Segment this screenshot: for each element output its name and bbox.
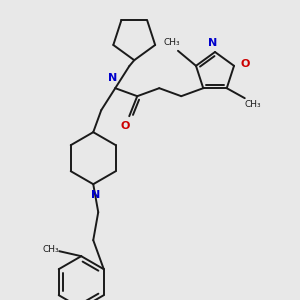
Text: N: N bbox=[208, 38, 217, 48]
Text: N: N bbox=[91, 190, 100, 200]
Text: O: O bbox=[240, 59, 250, 69]
Text: CH₃: CH₃ bbox=[43, 245, 60, 254]
Text: CH₃: CH₃ bbox=[244, 100, 261, 109]
Text: CH₃: CH₃ bbox=[164, 38, 180, 47]
Text: N: N bbox=[108, 73, 117, 83]
Text: O: O bbox=[121, 121, 130, 131]
